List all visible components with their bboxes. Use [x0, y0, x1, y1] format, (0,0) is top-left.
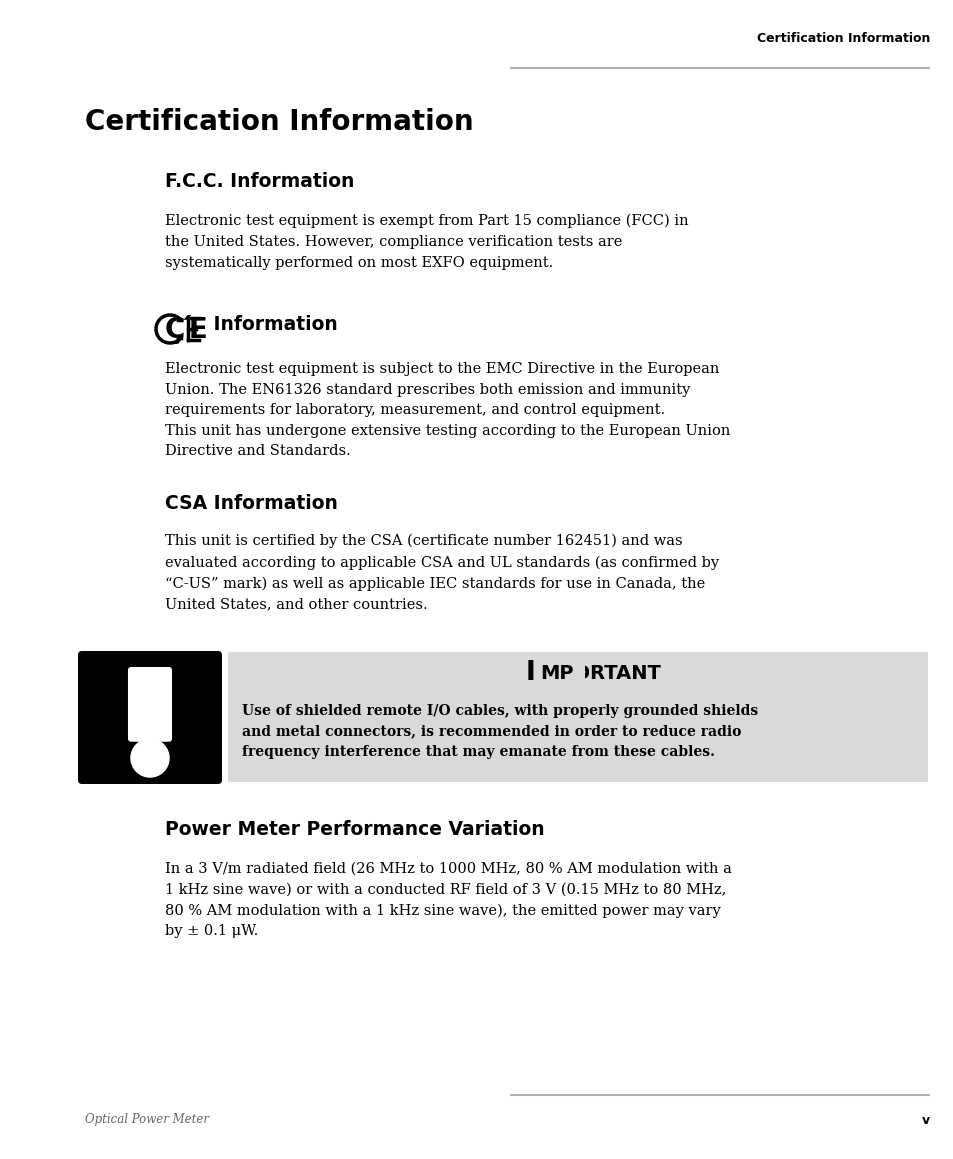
Text: Optical Power Meter: Optical Power Meter [85, 1114, 209, 1127]
Text: Use of shielded remote I/O cables, with properly grounded shields
and metal conn: Use of shielded remote I/O cables, with … [242, 704, 758, 759]
Text: Certification Information: Certification Information [85, 108, 473, 136]
Circle shape [131, 739, 169, 777]
Text: Power Meter Performance Variation: Power Meter Performance Variation [165, 821, 544, 839]
Text: F.C.C. Information: F.C.C. Information [165, 172, 354, 191]
FancyBboxPatch shape [78, 651, 222, 783]
Text: MPORTANT: MPORTANT [539, 664, 660, 683]
Text: ÇΈ: ÇΈ [165, 315, 209, 344]
Text: In a 3 V/m radiated field (26 MHz to 1000 MHz, 80 % AM modulation with a
1 kHz s: In a 3 V/m radiated field (26 MHz to 100… [165, 862, 731, 939]
Bar [573, 659, 584, 690]
FancyBboxPatch shape [128, 666, 172, 742]
Text: Certification Information: Certification Information [756, 31, 929, 44]
Text: This unit is certified by the CSA (certificate number 162451) and was
evaluated : This unit is certified by the CSA (certi… [165, 534, 719, 612]
Text: I: I [573, 659, 582, 686]
Text: I: I [525, 659, 536, 686]
Text: Electronic test equipment is subject to the EMC Directive in the European
Union.: Electronic test equipment is subject to … [165, 362, 730, 459]
Text: Electronic test equipment is exempt from Part 15 compliance (FCC) in
the United : Electronic test equipment is exempt from… [165, 214, 688, 270]
Text: CSA Information: CSA Information [165, 494, 337, 513]
Text: v: v [921, 1114, 929, 1127]
Text: Information: Information [207, 315, 337, 334]
Bar [228, 653, 927, 782]
